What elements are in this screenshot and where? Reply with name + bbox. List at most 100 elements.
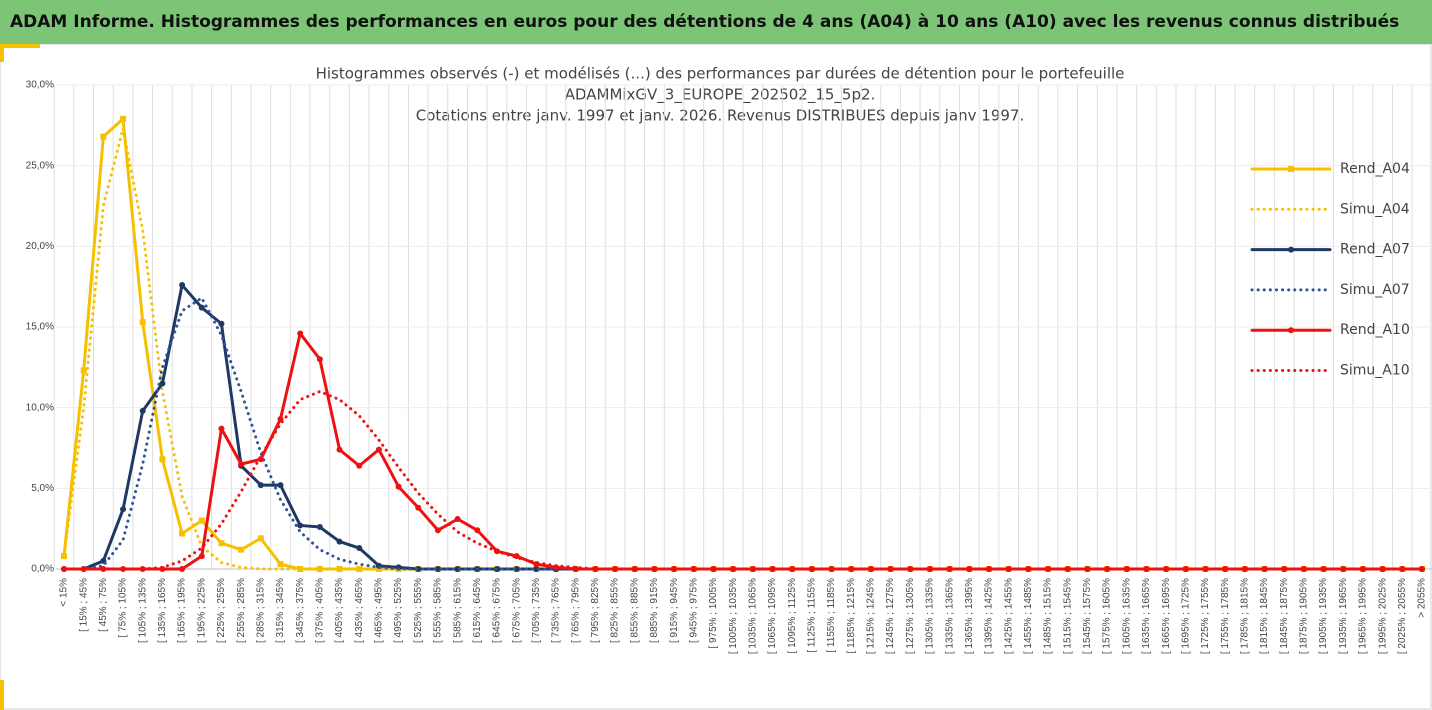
legend-label: Rend_A07 [1340,242,1410,258]
point [297,330,304,337]
y-tick-label: 15,0% [26,322,54,333]
x-tick-label: [ 1695% ; 1725% [1180,578,1191,654]
x-tick-label: [ 1245% ; 1275% [885,578,896,654]
legend-label: Rend_A04 [1340,161,1410,177]
point [316,524,323,531]
y-tick-label: 0,0% [31,564,54,575]
x-tick-label: [ 1065% ; 1095% [767,578,778,654]
x-tick-label: [ 1215% ; 1245% [866,578,877,654]
y-tick-label: 25,0% [26,160,54,171]
x-tick-label: [ 255% ; 285% [236,578,247,643]
point [238,546,245,553]
x-tick-label: [ 1185% ; 1215% [846,578,857,654]
point [80,367,87,374]
point [1182,566,1189,572]
x-tick-label: [ 1305% ; 1335% [925,578,936,654]
point [336,446,343,453]
point [848,566,855,572]
x-tick-label: [ 1875% ; 1905% [1299,578,1310,654]
x-tick-label: [ 285% ; 315% [255,578,266,643]
legend-label: Simu_A10 [1340,363,1410,379]
point [395,483,402,490]
point [277,561,284,568]
x-tick-label: [ 855% ; 885% [629,578,640,643]
point [100,133,107,140]
x-tick-label: [ 975% ; 1005% [708,578,719,649]
x-tick-label: [ 735% ; 765% [551,578,562,643]
x-tick-label: [ 1035% ; 1065% [747,578,758,654]
point [415,504,422,511]
point [238,461,245,468]
point [513,566,520,572]
x-tick-label: [ 1965% ; 1995% [1358,578,1369,654]
point [139,407,146,414]
x-tick-label: [ 1395% ; 1425% [984,578,995,654]
point [592,566,599,572]
x-tick-label: [ 135% ; 165% [157,578,168,643]
point [1045,566,1052,572]
x-tick-label: [ 1635% ; 1665% [1141,578,1152,654]
point [257,535,264,542]
x-tick-label: [ 195% ; 225% [196,578,207,643]
point [159,380,166,387]
y-tick-label: 10,0% [26,402,54,413]
point [769,566,776,572]
point [1359,566,1366,572]
x-tick-label: [ 1425% ; 1455% [1003,578,1014,654]
y-tick-label: 30,0% [26,80,54,91]
point [198,517,205,524]
x-tick-label: [ 1485% ; 1515% [1043,578,1054,654]
x-tick-label: [ 945% ; 975% [688,578,699,643]
x-tick-label: [ 585% ; 615% [452,578,463,643]
x-tick-label: [ 795% ; 825% [590,578,601,643]
point [198,304,205,311]
point [218,540,225,547]
point [434,566,441,572]
x-tick-label: [ 555% ; 585% [433,578,444,643]
y-tick-label: 5,0% [31,483,54,494]
point [1005,566,1012,572]
x-tick-label: [ 315% ; 345% [275,578,286,643]
legend-label: Rend_A10 [1340,322,1410,338]
point [356,462,363,469]
point [454,515,461,522]
point [415,566,422,572]
point [474,527,481,534]
x-tick-label: [ 435% ; 465% [354,578,365,643]
x-tick-label: [ 75% ; 105% [118,578,129,638]
x-tick-label: [ 765% ; 795% [570,578,581,643]
banner-title: ADAM Informe. Histogrammes des performan… [0,0,1432,44]
point [867,566,874,572]
point [926,566,933,572]
series-line [62,390,1424,571]
legend-marker [1288,246,1294,253]
x-tick-label: [ 1455% ; 1485% [1023,578,1034,654]
point [1300,566,1307,572]
x-tick-label: [ 825% ; 855% [610,578,621,643]
x-tick-label: [ 1905% ; 1935% [1318,578,1329,654]
point [297,522,304,529]
x-tick-label: [ 1845% ; 1875% [1279,578,1290,654]
point [1281,566,1288,572]
x-tick-label: [ 1095% ; 1125% [787,578,798,654]
x-tick-label: [ 405% ; 435% [334,578,345,643]
x-tick-label: [ 705% ; 735% [531,578,542,643]
x-tick-label: [ 525% ; 555% [413,578,424,643]
point [375,446,382,453]
x-tick-label: [ 105% ; 135% [137,578,148,643]
x-tick-label: [ 375% ; 405% [314,578,325,643]
x-tick-label: [ 1515% ; 1545% [1062,578,1073,654]
x-tick-label: [ 1785% ; 1815% [1240,578,1251,654]
chart-title: Cotations entre janv. 1997 et janv. 2026… [416,107,1024,125]
x-tick-label: [ 1575% ; 1605% [1102,578,1113,654]
point [1202,566,1209,572]
point [100,566,107,572]
point [1379,566,1386,572]
point [690,566,697,572]
corner-accent [0,44,4,62]
x-tick-label: [ 165% ; 195% [177,578,188,643]
series-line [62,296,1424,571]
x-tick-label: [ 1815% ; 1845% [1259,578,1270,654]
x-tick-label: [ 1935% ; 1965% [1338,578,1349,654]
